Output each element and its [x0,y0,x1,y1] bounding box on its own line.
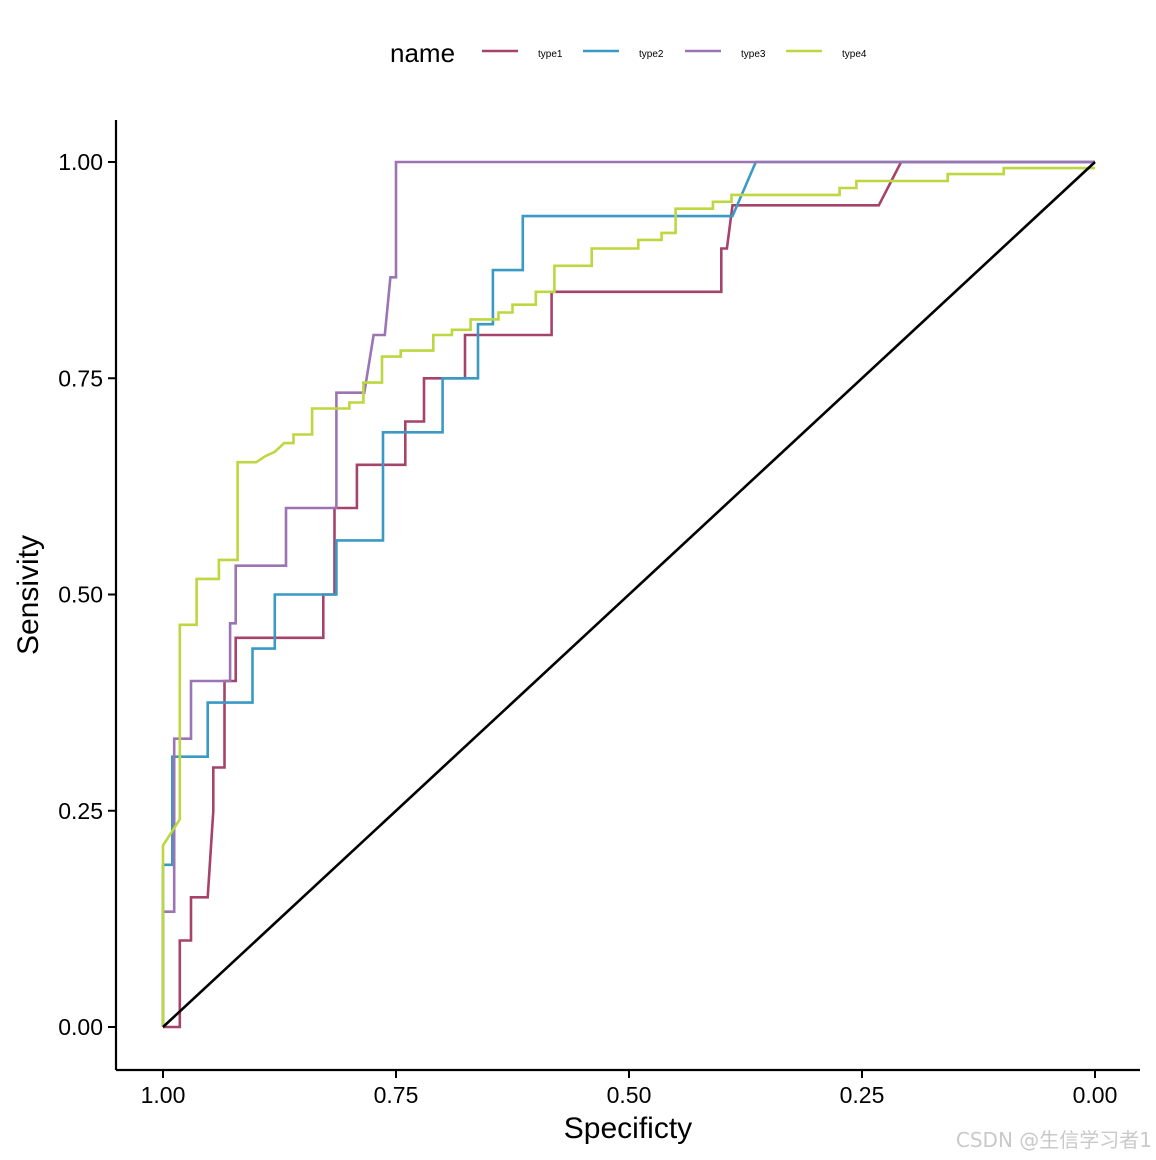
legend-title: name [390,38,455,68]
x-tick-label: 0.25 [840,1082,885,1108]
y-tick-label: 0.00 [58,1014,103,1040]
legend-label-type1: type1 [538,49,563,60]
reference-layer [162,161,1096,1028]
legend-label-type4: type4 [842,49,867,60]
y-tick-label: 0.25 [58,798,103,824]
legend: name type1 type2 type3 type4 [390,38,867,68]
legend-label-type3: type3 [741,49,766,60]
reference-diagonal-line [162,161,1096,1028]
series-line-type1 [163,160,1095,1029]
x-axis-title: Specificty [564,1112,692,1145]
watermark-text: CSDN @生信学习者1 [956,1128,1152,1152]
y-tick-label: 1.00 [58,149,103,175]
x-tick-label: 0.75 [374,1082,419,1108]
y-tick-label: 0.50 [58,582,103,608]
x-tick-label: 1.00 [141,1082,186,1108]
series-line-type2 [161,160,1095,1027]
y-axis-title: Sensivity [12,535,45,655]
x-tick-label: 0.00 [1073,1082,1118,1108]
legend-label-type2: type2 [639,49,664,60]
series-layer [161,160,1095,1029]
x-ticks: 1.00 0.75 0.50 0.25 0.00 [141,1070,1118,1108]
series-line-type4 [161,166,1095,1027]
x-tick-label: 0.50 [607,1082,652,1108]
y-ticks: 0.00 0.25 0.50 0.75 1.00 [58,149,116,1040]
y-tick-label: 0.75 [58,365,103,391]
